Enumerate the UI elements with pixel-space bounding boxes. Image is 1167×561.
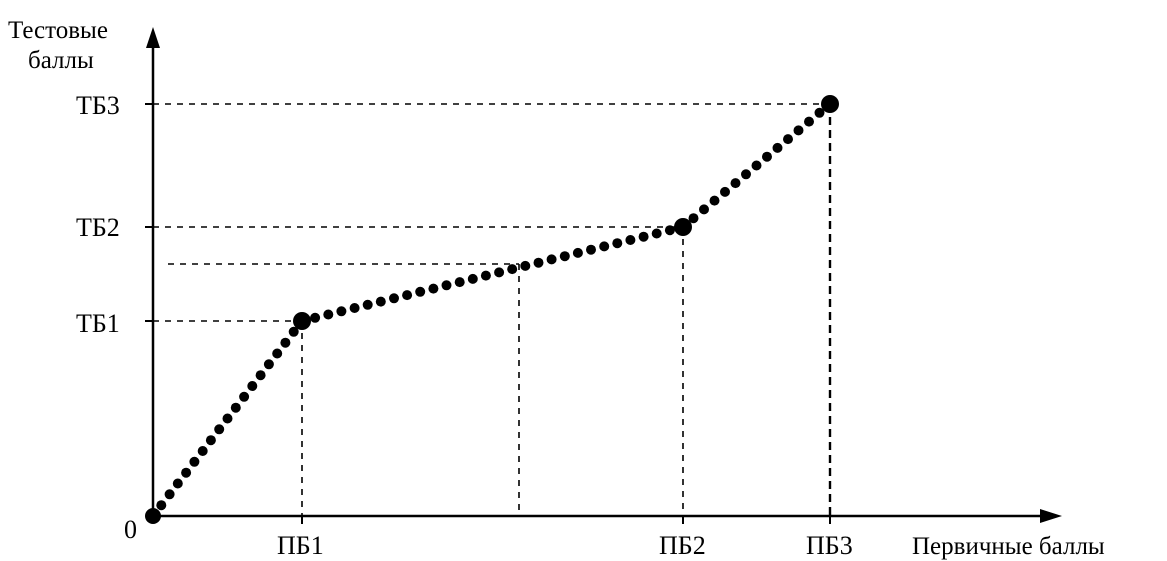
series-dot: [375, 296, 386, 307]
series-dot: [664, 225, 675, 236]
series-dot: [572, 247, 583, 258]
series-dot: [362, 299, 373, 310]
series-dot: [164, 489, 175, 500]
series-dot: [625, 235, 636, 245]
y-axis-arrow-icon: [146, 27, 160, 48]
series-dot: [688, 213, 699, 224]
data-point-marker: [145, 508, 161, 524]
series-dot: [720, 186, 730, 197]
x-axis-arrow-icon: [1040, 509, 1062, 523]
series-dot: [651, 228, 662, 239]
series-dot: [336, 306, 347, 317]
series-dot: [441, 280, 452, 291]
series-dot: [494, 267, 505, 278]
series-dot: [280, 337, 291, 348]
series-markers: [145, 95, 839, 524]
series-dot: [762, 151, 772, 162]
series-dot: [454, 277, 465, 288]
series-dot: [559, 251, 570, 262]
origin-label: 0: [124, 515, 137, 544]
tick-marks: [145, 103, 831, 524]
series-dot: [793, 125, 804, 136]
x-tick-label: ПБ2: [659, 531, 706, 560]
series-dot: [814, 107, 825, 118]
data-point-marker: [674, 218, 692, 236]
series-dot: [783, 134, 793, 145]
series-dot: [751, 160, 762, 171]
series-line: [156, 107, 825, 511]
x-tick-label: ПБ1: [277, 531, 324, 560]
series-dot: [156, 500, 167, 511]
series-dot: [415, 286, 426, 297]
series-dot: [230, 402, 241, 413]
series-dot: [586, 244, 596, 255]
y-tick-label: ТБ2: [76, 213, 120, 242]
series-dot: [480, 270, 491, 281]
series-dot: [222, 413, 233, 424]
y-axis-title-line-2: баллы: [28, 47, 94, 74]
series-dot: [730, 178, 741, 189]
series-dot: [709, 195, 720, 206]
series-dot: [349, 303, 360, 313]
series-dot: [255, 370, 266, 381]
y-axis-title-line-1: Тестовые: [8, 17, 108, 44]
series-dot: [181, 467, 192, 478]
series-dot: [520, 260, 531, 271]
y-tick-label: ТБ3: [76, 91, 120, 120]
guide-lines: [153, 103, 832, 516]
series-dot: [197, 446, 208, 456]
series-dot: [467, 273, 478, 284]
y-tick-label: ТБ1: [76, 309, 120, 338]
series-dot: [428, 283, 439, 294]
series-dot: [507, 264, 518, 275]
x-tick-label: ПБ3: [806, 531, 853, 560]
axes: [146, 27, 1062, 523]
series-dot: [263, 359, 274, 370]
series-dot: [205, 435, 216, 446]
series-dot: [533, 257, 544, 268]
series-dot: [172, 478, 183, 489]
series-dot: [272, 348, 283, 359]
x-axis-title: Первичные баллы: [912, 533, 1105, 560]
series-dot: [546, 254, 557, 265]
series-dot: [699, 204, 709, 215]
series-dot: [310, 312, 321, 323]
series-dot: [612, 238, 623, 249]
series-dot: [247, 381, 258, 391]
series-dot: [288, 326, 299, 337]
series-dot: [239, 391, 250, 402]
series-dot: [804, 116, 814, 127]
series-dot: [323, 309, 334, 320]
series-dot: [189, 456, 200, 467]
series-dot: [389, 293, 399, 304]
series-dot: [214, 424, 225, 435]
series-dot: [638, 231, 649, 242]
series-dot: [741, 169, 751, 180]
series-dot: [402, 290, 413, 301]
series-dot: [772, 142, 783, 153]
data-point-marker: [821, 95, 839, 113]
series-dot: [599, 241, 610, 252]
data-point-marker: [293, 312, 311, 330]
